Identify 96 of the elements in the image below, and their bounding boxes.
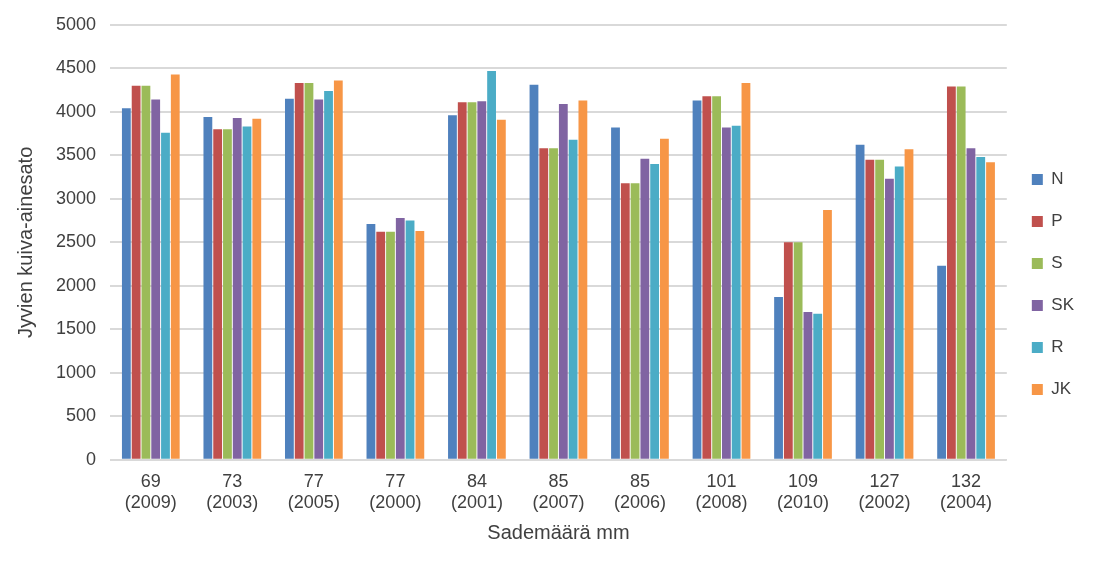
bar <box>170 74 180 459</box>
legend-label: P <box>1051 211 1063 231</box>
bar <box>333 80 343 459</box>
legend-label: N <box>1051 169 1064 189</box>
bar <box>937 265 946 459</box>
bar <box>956 86 966 459</box>
bar <box>946 86 956 459</box>
x-tick-label: 85 (2007) <box>532 470 585 513</box>
bar <box>161 132 170 459</box>
bar <box>121 108 131 459</box>
y-tick-label: 4500 <box>56 57 97 78</box>
x-tick-label: 77 (2000) <box>369 470 422 513</box>
bar <box>366 224 376 459</box>
bar <box>467 102 477 459</box>
bar <box>405 220 415 459</box>
x-tick-label: 84 (2001) <box>450 470 503 513</box>
bar <box>213 129 223 459</box>
bar <box>477 101 487 459</box>
bar <box>966 148 976 459</box>
bar <box>721 127 731 459</box>
bar <box>376 231 386 459</box>
bar <box>855 144 865 459</box>
bar <box>304 83 314 459</box>
y-tick-label: 2500 <box>56 231 97 252</box>
bar <box>386 231 395 459</box>
bar <box>611 127 620 459</box>
bar <box>875 159 885 459</box>
bar <box>774 297 783 459</box>
bar <box>660 138 669 459</box>
y-axis-title: Jyvien kuiva-ainesato <box>13 146 36 338</box>
bar <box>976 157 986 459</box>
bar <box>741 83 751 459</box>
bar <box>131 85 141 459</box>
bar <box>141 85 151 459</box>
x-tick-label: 127 (2002) <box>858 470 911 513</box>
bar <box>151 99 161 459</box>
bar <box>232 117 242 459</box>
y-tick-label: 5000 <box>56 13 97 34</box>
bar <box>529 84 539 459</box>
bar <box>487 70 496 459</box>
x-tick-label: 109 (2010) <box>776 470 830 513</box>
bar <box>568 139 578 459</box>
bar <box>549 148 558 459</box>
y-tick-label: 1500 <box>56 318 97 339</box>
bar <box>324 90 333 459</box>
bar <box>885 178 894 459</box>
legend-label: JK <box>1051 379 1072 399</box>
bar <box>640 158 650 459</box>
x-tick-label: 132 (2004) <box>940 470 993 513</box>
x-axis-title: Sademäärä mm <box>487 520 630 543</box>
legend-label: R <box>1051 337 1064 357</box>
legend-label: S <box>1051 253 1063 273</box>
y-tick-label: 1000 <box>56 361 97 382</box>
bar <box>448 115 457 459</box>
y-tick-label: 0 <box>86 448 97 469</box>
bar <box>395 217 405 459</box>
x-tick-label: 69 (2009) <box>124 470 177 513</box>
bar <box>558 103 568 459</box>
bar <box>223 129 232 459</box>
legend-label: SK <box>1051 295 1075 315</box>
bar <box>986 162 995 459</box>
bar <box>813 313 823 459</box>
bar <box>904 149 914 459</box>
bar <box>793 242 803 459</box>
x-tick-label: 77 (2005) <box>287 470 340 513</box>
bar <box>539 148 549 459</box>
bar <box>578 100 588 459</box>
bar <box>692 100 702 459</box>
x-tick-label: 85 (2006) <box>613 470 666 513</box>
bar <box>620 183 630 459</box>
y-tick-label: 3000 <box>56 187 97 208</box>
bar <box>242 126 252 459</box>
x-tick-label: 101 (2008) <box>695 470 748 513</box>
bar <box>731 125 741 459</box>
bar <box>415 230 425 459</box>
bar <box>496 119 506 459</box>
bar <box>865 159 875 459</box>
bar <box>252 118 262 459</box>
bar <box>294 83 304 459</box>
y-tick-label: 500 <box>66 405 97 426</box>
bar <box>702 96 712 459</box>
bar <box>894 166 904 459</box>
x-tick-label: 73 (2003) <box>206 470 259 513</box>
y-tick-label: 2000 <box>56 274 97 295</box>
y-tick-label: 4000 <box>56 100 97 121</box>
bar <box>457 102 467 459</box>
bar <box>285 98 294 459</box>
bar <box>203 117 213 459</box>
y-tick-label: 3500 <box>56 144 97 165</box>
bar <box>803 311 813 459</box>
bar <box>712 96 721 459</box>
bar <box>630 183 640 459</box>
bar <box>823 210 832 459</box>
bar <box>783 242 793 459</box>
bar <box>650 164 660 459</box>
bar <box>314 99 324 459</box>
